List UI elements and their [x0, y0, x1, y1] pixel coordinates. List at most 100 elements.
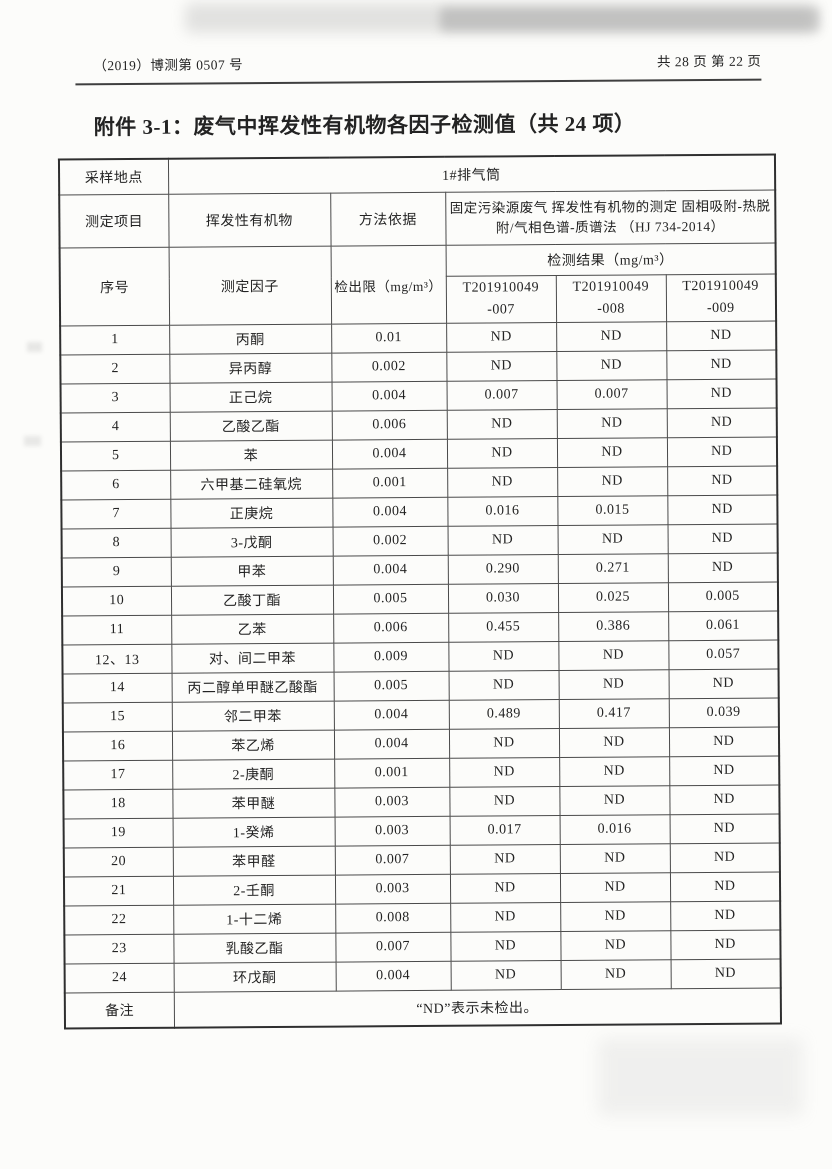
- row-seq: 5: [60, 441, 171, 471]
- sample-id-009: T201910049 -009: [665, 273, 777, 322]
- row-factor: 1-癸烯: [172, 817, 335, 848]
- row-result-007: 0.290: [447, 554, 558, 585]
- voc-results-table: 采样地点 1#排气筒 测定项目 挥发性有机物 方法依据 固定污染源废气 挥发性有…: [57, 153, 783, 1030]
- row-result-009: 0.005: [667, 581, 779, 612]
- row-result-008: ND: [558, 640, 669, 671]
- row-detection-limit: 0.005: [332, 584, 449, 615]
- scan-artifact-bottom: [598, 1038, 803, 1116]
- row-result-008: ND: [556, 437, 668, 468]
- row-result-007: ND: [447, 467, 558, 498]
- row-result-008: 0.386: [558, 611, 669, 642]
- row-result-007: 0.007: [446, 380, 557, 411]
- row-result-008: ND: [556, 321, 667, 352]
- row-result-007: ND: [446, 351, 557, 382]
- row-detection-limit: 0.002: [332, 526, 448, 557]
- method-label: 方法依据: [330, 192, 446, 247]
- row-factor: 对、间二甲苯: [171, 643, 334, 674]
- row-factor: 丙酮: [169, 324, 332, 355]
- row-seq: 15: [62, 702, 172, 732]
- seq-column-header: 序号: [59, 247, 170, 326]
- row-result-007: ND: [447, 525, 558, 556]
- row-seq: 6: [61, 470, 171, 500]
- row-detection-limit: 0.004: [331, 381, 447, 412]
- row-result-008: 0.007: [556, 379, 667, 410]
- row-result-009: ND: [669, 871, 781, 902]
- sampling-location-label: 采样地点: [58, 158, 169, 195]
- row-result-009: ND: [667, 523, 778, 554]
- report-page: （2019）博测第 0507 号 共 28 页 第 22 页 附件 3-1：废气…: [57, 0, 783, 1030]
- row-result-008: 0.016: [559, 814, 670, 845]
- row-detection-limit: 0.008: [335, 903, 451, 934]
- row-result-007: 0.455: [448, 612, 559, 643]
- row-result-008: 0.271: [557, 553, 668, 584]
- row-factor: 丙二醇单甲醚乙酸酯: [171, 672, 334, 703]
- row-factor: 苯甲醚: [172, 788, 335, 819]
- row-result-008: ND: [556, 350, 667, 381]
- row-seq: 17: [63, 760, 173, 790]
- sample-id-008: T201910049 -008: [555, 274, 667, 323]
- row-factor: 乙苯: [171, 614, 334, 645]
- row-factor: 邻二甲苯: [171, 701, 334, 732]
- row-result-008: ND: [560, 930, 671, 961]
- row-detection-limit: 0.004: [332, 497, 448, 528]
- row-seq: 22: [64, 905, 174, 935]
- row-factor: 乙酸丁酯: [170, 585, 334, 616]
- document-header: （2019）博测第 0507 号 共 28 页 第 22 页: [57, 50, 773, 75]
- row-result-009: ND: [669, 755, 780, 786]
- row-seq: 4: [60, 412, 170, 442]
- row-result-008: ND: [559, 872, 671, 903]
- row-result-008: ND: [559, 843, 670, 874]
- scan-artifact-left-2: [24, 436, 41, 446]
- row-result-008: ND: [559, 756, 670, 787]
- row-result-007: 0.489: [448, 699, 559, 730]
- row-factor: 正庚烷: [170, 498, 333, 529]
- header-divider: [75, 78, 762, 86]
- row-detection-limit: 0.009: [333, 642, 449, 673]
- row-seq: 14: [62, 673, 172, 703]
- row-detection-limit: 0.005: [333, 671, 449, 702]
- row-result-009: ND: [670, 900, 781, 931]
- row-result-009: ND: [666, 436, 778, 467]
- row-seq: 12、13: [62, 644, 172, 674]
- row-detection-limit: 0.002: [331, 352, 447, 383]
- row-seq: 23: [64, 934, 174, 964]
- row-result-007: ND: [449, 844, 560, 875]
- row-seq: 2: [60, 354, 170, 384]
- limit-column-header: 检出限（mg/m³）: [330, 245, 447, 325]
- factor-column-header: 测定因子: [168, 246, 332, 326]
- row-factor: 异丙醇: [169, 353, 332, 384]
- row-result-009: ND: [666, 407, 777, 438]
- row-result-009: ND: [666, 349, 777, 380]
- row-result-007: ND: [446, 322, 557, 353]
- row-seq: 9: [61, 557, 171, 587]
- row-detection-limit: 0.01: [331, 323, 447, 354]
- row-result-009: 0.039: [668, 697, 779, 728]
- column-header-row: 序号 测定因子 检出限（mg/m³） 检测结果（mg/m³）: [59, 242, 776, 326]
- row-seq: 16: [62, 731, 173, 761]
- row-result-007: 0.030: [447, 583, 559, 614]
- row-seq: 8: [61, 528, 171, 558]
- remark-value: “ND”表示未检出。: [173, 987, 782, 1028]
- row-factor: 乳酸乙酯: [173, 933, 336, 964]
- row-result-009: ND: [668, 668, 779, 699]
- row-result-008: 0.015: [557, 495, 668, 526]
- row-detection-limit: 0.004: [331, 439, 448, 470]
- row-result-007: ND: [448, 641, 559, 672]
- test-item-value: 挥发性有机物: [168, 193, 331, 248]
- row-result-008: ND: [558, 669, 669, 700]
- row-result-008: 0.417: [558, 698, 669, 729]
- row-result-008: ND: [557, 524, 668, 555]
- row-result-009: 0.061: [668, 610, 779, 641]
- row-result-007: ND: [448, 728, 560, 759]
- row-result-008: ND: [559, 785, 670, 816]
- row-detection-limit: 0.007: [335, 932, 451, 963]
- row-result-007: ND: [449, 873, 561, 904]
- row-detection-limit: 0.003: [334, 874, 451, 905]
- row-result-009: ND: [666, 378, 777, 409]
- row-detection-limit: 0.003: [334, 816, 450, 847]
- row-seq: 18: [63, 789, 173, 819]
- result-group-header: 检测结果（mg/m³）: [445, 242, 776, 277]
- method-value: 固定污染源废气 挥发性有机物的测定 固相吸附-热脱附/气相色谱-质谱法 （HJ …: [445, 189, 776, 246]
- row-result-009: ND: [670, 958, 781, 989]
- row-result-008: ND: [557, 466, 668, 497]
